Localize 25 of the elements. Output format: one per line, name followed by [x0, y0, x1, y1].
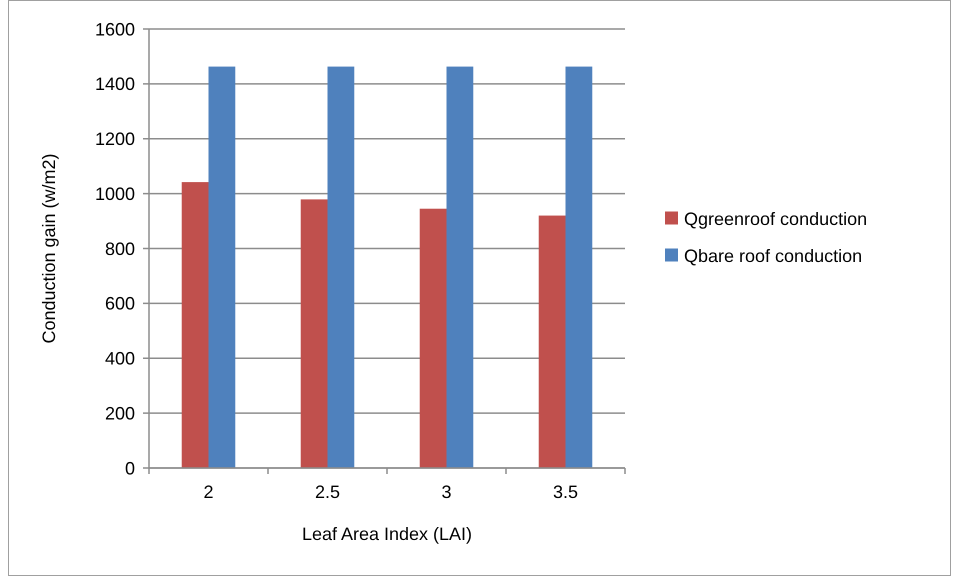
bar [328, 66, 354, 468]
y-tick-label: 1000 [94, 184, 135, 204]
bar [182, 182, 208, 468]
bar [420, 208, 446, 468]
x-tick-label: 2 [203, 482, 214, 502]
bar [446, 66, 474, 468]
y-tick-label: 1600 [94, 19, 135, 40]
y-axis-title: Conduction gain (w/m2) [39, 153, 59, 344]
y-tick-label: 1400 [94, 74, 135, 94]
bar [300, 199, 328, 468]
bar [538, 216, 566, 468]
x-tick-label: 3.5 [552, 482, 578, 502]
y-tick-label: 800 [104, 238, 135, 259]
bar [566, 66, 592, 468]
legend-label: Qbare roof conduction [684, 246, 862, 266]
y-tick-label: 400 [104, 348, 135, 369]
y-tick-label: 200 [104, 403, 135, 424]
bar [208, 66, 236, 468]
y-tick-label: 600 [104, 294, 135, 314]
x-tick-label: 3 [441, 482, 452, 502]
x-axis-title: Leaf Area Index (LAI) [302, 524, 472, 544]
legend-label: Qgreenroof conduction [684, 208, 868, 229]
y-tick-label: 0 [124, 458, 135, 478]
x-tick-label: 2.5 [314, 482, 340, 502]
y-tick-label: 1200 [94, 129, 135, 150]
